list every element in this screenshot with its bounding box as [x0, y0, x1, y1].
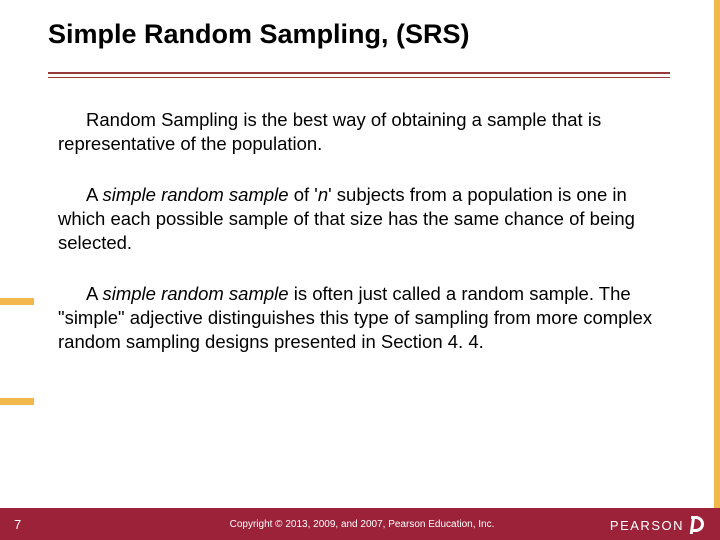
title-underline-thin	[48, 77, 670, 78]
footer: 7 Copyright © 2013, 2009, and 2007, Pear…	[0, 508, 720, 540]
paragraph-2: A simple random sample of 'n' subjects f…	[58, 183, 668, 254]
left-accent-tick	[0, 398, 34, 405]
page-number: 7	[14, 517, 34, 532]
paragraph-1: Random Sampling is the best way of obtai…	[58, 108, 668, 155]
slide-title: Simple Random Sampling, (SRS)	[48, 18, 690, 50]
left-accent-tick	[0, 298, 34, 305]
paragraph-3: A simple random sample is often just cal…	[58, 282, 668, 353]
emphasis-term: simple random sample	[102, 184, 288, 205]
title-area: Simple Random Sampling, (SRS)	[48, 18, 690, 50]
publisher-name: PEARSON	[610, 518, 684, 533]
text: of '	[289, 184, 318, 205]
publisher-logo: PEARSON	[610, 516, 704, 534]
variable-n: n	[318, 184, 328, 205]
right-accent-bar	[714, 0, 720, 540]
slide: Simple Random Sampling, (SRS) Random Sam…	[0, 0, 720, 540]
text: A	[86, 283, 102, 304]
body-content: Random Sampling is the best way of obtai…	[58, 108, 668, 381]
pearson-p-icon	[688, 516, 704, 534]
emphasis-term: simple random sample	[102, 283, 288, 304]
title-underline-thick	[48, 72, 670, 74]
text: A	[86, 184, 102, 205]
text: Random Sampling is the best way of obtai…	[58, 109, 601, 154]
